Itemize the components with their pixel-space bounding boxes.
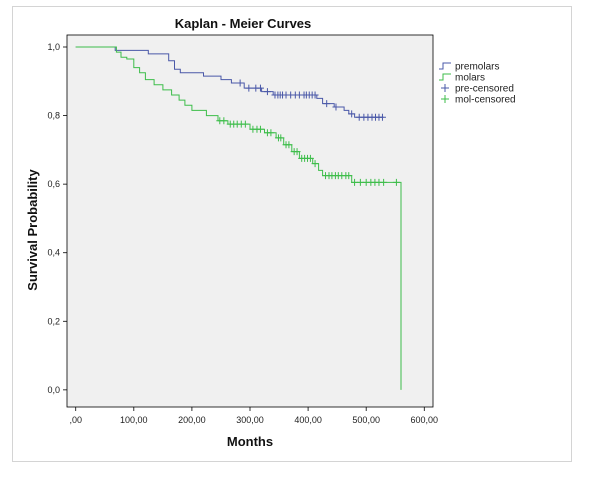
legend-label: pre-censored: [455, 84, 514, 95]
y-tick-label: 0,0: [47, 385, 60, 395]
legend-label: molars: [455, 73, 485, 84]
legend-item-pre-censored: pre-censored: [441, 84, 514, 95]
censor-mark: [256, 125, 264, 133]
censor-marks-premolars: [236, 79, 386, 121]
censor-mark: [245, 84, 253, 92]
y-tick-label: 1,0: [47, 42, 60, 52]
censor-mark: [378, 113, 386, 121]
legend-swatch: [441, 84, 449, 92]
censor-mark: [392, 178, 400, 186]
y-axis-label: Survival Probability: [25, 169, 40, 291]
legend-label: premolars: [455, 62, 499, 73]
x-axis-label: Months: [227, 434, 273, 449]
legend-swatch: [441, 95, 449, 103]
censor-mark: [256, 84, 264, 92]
legend-item-mol-censored: mol-censored: [441, 95, 516, 106]
legend-swatch: [439, 73, 451, 81]
censor-mark: [293, 148, 301, 156]
y-tick-label: 0,2: [47, 316, 60, 326]
censor-marks-molars: [216, 117, 400, 186]
x-tick-label: 500,00: [352, 415, 380, 425]
plot-area: [66, 34, 434, 408]
chart-title: Kaplan - Meier Curves: [175, 16, 312, 31]
censor-mark: [277, 134, 285, 142]
series-layer: [75, 46, 402, 390]
censor-mark: [236, 79, 244, 87]
x-tick-label: 200,00: [178, 415, 206, 425]
censor-mark: [311, 91, 319, 99]
y-tick-label: 0,4: [47, 248, 60, 258]
censor-mark: [332, 103, 340, 111]
y-tick-label: 0,8: [47, 111, 60, 121]
censor-mark: [311, 160, 319, 168]
censor-mark: [306, 154, 314, 162]
y-axis: 0,0 0,2 0,4 0,6 0,8 1,0: [47, 42, 67, 395]
censor-mark: [263, 88, 271, 96]
x-axis: ,00 100,00 200,00 300,00 400,00 500,00 600,00: [69, 407, 438, 425]
censor-mark: [285, 141, 293, 149]
censor-mark: [267, 129, 275, 137]
x-tick-label: 100,00: [120, 415, 148, 425]
legend-swatch: [439, 62, 451, 70]
legend-item-molars: molars: [439, 73, 485, 84]
y-tick-label: 0,6: [47, 179, 60, 189]
series-line-molars: [75, 46, 402, 390]
censor-mark: [348, 110, 356, 118]
censor-mark: [345, 172, 353, 180]
censor-mark: [323, 100, 331, 108]
censor-mark: [220, 117, 228, 125]
x-tick-label: 300,00: [236, 415, 264, 425]
censor-mark: [380, 178, 388, 186]
censor-mark: [241, 120, 249, 128]
x-tick-label: ,00: [69, 415, 82, 425]
x-tick-label: 600,00: [411, 415, 439, 425]
x-tick-label: 400,00: [294, 415, 322, 425]
legend-item-premolars: premolars: [439, 62, 499, 73]
series-line-premolars: [75, 46, 384, 118]
legend-label: mol-censored: [455, 95, 516, 106]
